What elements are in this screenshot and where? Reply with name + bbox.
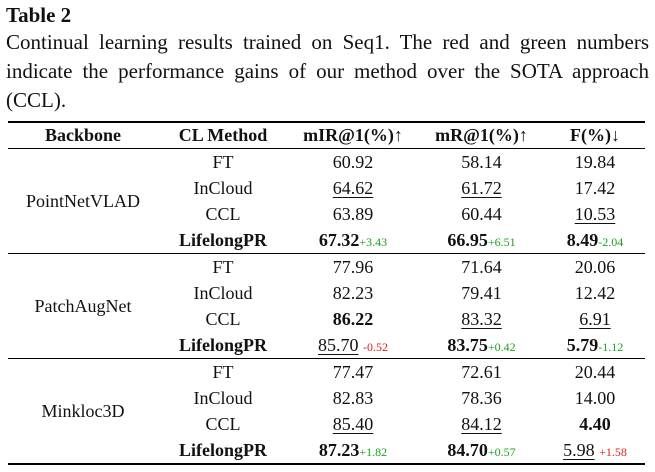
table-row: PatchAugNet FT 77.96 71.64 20.06 (8, 254, 645, 316)
mir-value: 87.23 (318, 439, 360, 460)
f-value: 10.53 (574, 203, 616, 224)
header-f: F(%)↓ (570, 125, 620, 145)
mr-cell: 84.70+0.57 (418, 437, 545, 464)
table-row: LifelongPR 67.32+3.43 66.95+6.51 8.49-2.… (8, 227, 645, 254)
f-cell: 19.84 (574, 151, 616, 172)
mr-cell: 72.61 (461, 361, 502, 382)
mr-value: 83.32 (461, 308, 502, 329)
f-cell: 17.42 (574, 177, 616, 198)
mir-value: 64.62 (332, 177, 374, 198)
method-cell: LifelongPR (179, 334, 267, 355)
mr-delta: +0.42 (487, 339, 516, 354)
table-row: CCL 85.40 84.12 4.40 (8, 411, 645, 437)
method-cell: InCloud (193, 387, 253, 408)
table-caption: Continual learning results trained on Se… (6, 30, 649, 112)
mir-cell: 63.89 (332, 203, 374, 224)
f-value: 5.79 (566, 334, 599, 355)
mir-cell: 82.23 (332, 282, 374, 303)
mir-delta: -0.52 (363, 339, 388, 354)
backbone-cell: PointNetVLAD (26, 190, 140, 211)
mr-cell: 79.41 (461, 282, 502, 303)
mr-cell: 71.64 (461, 256, 502, 277)
mr-cell: 66.95+6.51 (418, 227, 545, 254)
f-delta: +1.58 (599, 444, 627, 459)
mir-value: 85.70 (318, 334, 359, 355)
method-cell: FT (212, 256, 234, 277)
backbone-cell: PatchAugNet (34, 295, 132, 316)
mir-cell: 85.70 -0.52 (288, 332, 418, 359)
header-row: Backbone CL Method mIR@1(%)↑ mR@1(%)↑ F(… (8, 122, 645, 149)
f-cell: 5.98 +1.58 (545, 437, 645, 464)
mr-value: 84.70 (447, 439, 488, 460)
table-row: LifelongPR 87.23+1.82 84.70+0.57 5.98 +1… (8, 437, 645, 464)
table-row: CCL 63.89 60.44 10.53 (8, 201, 645, 227)
table-row: InCloud 82.83 78.36 14.00 (8, 385, 645, 411)
mr-cell: 60.44 (461, 203, 502, 224)
mir-value: 85.40 (332, 413, 374, 434)
f-cell: 8.49-2.04 (545, 227, 645, 254)
mir-cell: 82.83 (332, 387, 374, 408)
mir-cell: 64.62 (288, 175, 418, 201)
mir-cell: 60.92 (332, 151, 374, 172)
mir-value: 86.22 (332, 308, 374, 329)
mr-value: 84.12 (461, 413, 502, 434)
table-row: Minkloc3D FT 77.47 72.61 20.44 (8, 359, 645, 421)
table-row: PointNetVLAD FT 60.92 58.14 19.84 (8, 149, 645, 211)
mir-cell: 77.96 (332, 256, 374, 277)
mr-cell: 83.32 (418, 306, 545, 332)
method-cell: FT (212, 361, 234, 382)
method-cell: InCloud (193, 282, 253, 303)
method-cell: CCL (205, 308, 241, 329)
mr-cell: 61.72 (418, 175, 545, 201)
table-label: Table 2 (6, 3, 72, 27)
method-cell: CCL (205, 203, 241, 224)
table-row: InCloud 64.62 61.72 17.42 (8, 175, 645, 201)
mr-cell: 58.14 (461, 151, 502, 172)
method-cell: LifelongPR (179, 229, 267, 250)
mr-cell: 78.36 (461, 387, 502, 408)
header-mr: mR@1(%)↑ (435, 125, 528, 145)
method-cell: CCL (205, 413, 241, 434)
method-cell: LifelongPR (179, 439, 267, 460)
f-cell: 6.91 (545, 306, 645, 332)
mr-delta: +0.57 (487, 444, 516, 459)
mr-value: 66.95 (447, 229, 488, 250)
f-cell: 20.44 (574, 361, 616, 382)
mir-cell: 87.23+1.82 (288, 437, 418, 464)
f-cell: 14.00 (574, 387, 616, 408)
f-delta: -1.12 (598, 339, 624, 354)
mr-value: 61.72 (461, 177, 502, 198)
f-cell: 10.53 (545, 201, 645, 227)
backbone-cell: Minkloc3D (41, 400, 125, 421)
mr-delta: +6.51 (487, 234, 516, 249)
mr-cell: 84.12 (418, 411, 545, 437)
mir-delta: +3.43 (359, 234, 388, 249)
f-cell: 4.40 (545, 411, 645, 437)
mir-cell: 77.47 (332, 361, 374, 382)
results-table: Backbone CL Method mIR@1(%)↑ mR@1(%)↑ F(… (8, 121, 645, 465)
mir-cell: 67.32+3.43 (288, 227, 418, 254)
header-method: CL Method (178, 125, 268, 145)
f-cell: 5.79-1.12 (545, 332, 645, 359)
f-cell: 20.06 (574, 256, 616, 277)
table-row: LifelongPR 85.70 -0.52 83.75+0.42 5.79-1… (8, 332, 645, 359)
mir-cell: 85.40 (288, 411, 418, 437)
method-cell: FT (212, 151, 234, 172)
f-value: 6.91 (579, 308, 611, 329)
header-mir: mIR@1(%)↑ (303, 125, 403, 145)
mr-value: 83.75 (447, 334, 488, 355)
header-backbone: Backbone (44, 125, 122, 145)
mir-cell: 86.22 (288, 306, 418, 332)
f-cell: 12.42 (574, 282, 616, 303)
f-value: 4.40 (579, 413, 611, 434)
f-delta: -2.04 (598, 234, 624, 249)
method-cell: InCloud (193, 177, 253, 198)
f-value: 5.98 (563, 439, 595, 460)
mir-delta: +1.82 (359, 444, 388, 459)
table-row: InCloud 82.23 79.41 12.42 (8, 280, 645, 306)
table-row: CCL 86.22 83.32 6.91 (8, 306, 645, 332)
f-value: 8.49 (566, 229, 599, 250)
mir-value: 67.32 (318, 229, 360, 250)
mr-cell: 83.75+0.42 (418, 332, 545, 359)
